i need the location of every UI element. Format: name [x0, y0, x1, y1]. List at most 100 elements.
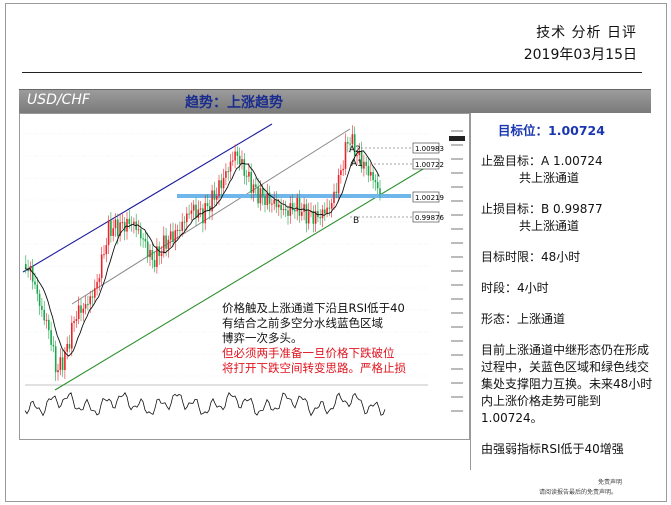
candle-body [66, 343, 68, 352]
candle-body [183, 221, 186, 223]
candle-body [68, 343, 71, 349]
axis-tick [451, 130, 463, 132]
candle-body [169, 231, 172, 240]
level-box-2 [412, 158, 440, 170]
candle-body [61, 357, 64, 370]
candle-body [330, 203, 333, 209]
candle-body [117, 219, 119, 236]
candle-body [87, 304, 89, 306]
candle-body [156, 246, 158, 267]
candle-body [271, 203, 273, 205]
axis-tick [451, 158, 463, 160]
candle-body [211, 190, 213, 212]
level-label-4: 0.99876 [415, 214, 444, 222]
candle-body [103, 254, 105, 256]
target-level: 目标位：1.00724 [498, 123, 605, 138]
wave-label-a1: A1 [351, 159, 363, 169]
candle-body [335, 191, 338, 194]
candle-body [195, 204, 197, 218]
candle-body [36, 284, 39, 294]
candle-body [186, 213, 188, 223]
candle-body [372, 171, 374, 181]
candle-body [204, 203, 206, 224]
candle-body [128, 218, 131, 225]
axis-tick [451, 200, 463, 202]
axis-tick [451, 242, 463, 244]
candle-body [176, 229, 179, 231]
axis-tick [451, 256, 463, 258]
candle-body [188, 213, 190, 215]
candle-body [294, 210, 296, 212]
wave-label-a2: A2 [349, 145, 361, 155]
pattern: 形态：上涨通道 [481, 312, 566, 326]
candle-body [112, 228, 114, 236]
chart-grid [25, 133, 428, 377]
candle-body [245, 175, 248, 177]
candle-body [50, 330, 52, 345]
price-chart: 1.00983 1.00722 1.00219 0.99876 A2 A1 B [19, 113, 470, 440]
axis-tick [451, 340, 463, 342]
candle-body [222, 177, 225, 189]
annotation-line-5: 将打开下跌空间转变思路。严格止损 [222, 361, 406, 375]
candle-body [215, 196, 218, 200]
candle-body [174, 230, 177, 243]
candle-body [296, 197, 298, 212]
candle-body [38, 293, 41, 306]
candle-body [351, 134, 354, 145]
candle-body [248, 171, 250, 177]
wave-label-b: B [353, 216, 359, 226]
candle-body [319, 217, 321, 219]
candle-body [328, 207, 331, 209]
candle-body [376, 182, 379, 189]
rsi-note: 由强弱指标RSI低于40增强 [481, 442, 624, 456]
candle-body [153, 260, 156, 267]
candle-body [363, 161, 365, 169]
candle-body [259, 188, 262, 204]
candle-body [314, 211, 317, 224]
candle-body [303, 204, 305, 212]
candle-body [52, 344, 55, 347]
channel-middle-line [71, 128, 351, 305]
candle-body [379, 188, 381, 195]
candle-body [94, 288, 96, 298]
chart-svg: 1.00983 1.00722 1.00219 0.99876 A2 A1 B [20, 114, 469, 439]
level-label-1: 1.00983 [415, 145, 444, 153]
candle-body [75, 319, 78, 322]
take-profit: 止盈目标：A 1.00724 [481, 154, 603, 168]
candle-body [349, 143, 351, 145]
channel-lower-line [54, 165, 429, 391]
candle-body [291, 203, 294, 211]
candle-body [163, 235, 165, 254]
candle-body [275, 199, 278, 208]
candle-body [280, 204, 282, 210]
candle-body [289, 203, 292, 216]
analysis-text: 目前上涨通道中继形态仍在形成过程中，关蓝色区域和绿色线交集处支撑阻力互换。未来4… [481, 343, 653, 425]
candle-body [110, 220, 112, 236]
candle-body [326, 207, 328, 214]
axis-tick [451, 228, 463, 230]
candle-body [89, 296, 91, 305]
price-axis-ticks [451, 130, 463, 412]
candle-body [243, 159, 246, 176]
candle-body [179, 229, 181, 231]
rsi-line [24, 392, 386, 417]
candle-body [360, 150, 363, 169]
candle-body [107, 220, 110, 246]
candles [25, 125, 381, 381]
axis-tick [451, 172, 463, 174]
annotation-line-3: 博弈一次多头。 [222, 331, 303, 345]
annotation-line-1: 价格触及上涨通道下沿且RSI低于40 [222, 301, 405, 315]
candle-body [31, 266, 34, 282]
candle-body [80, 305, 82, 313]
axis-tick [451, 214, 463, 216]
candle-body [181, 221, 183, 231]
annotation-line-2: 有结合之前多空分水线蓝色区域 [222, 316, 383, 330]
candle-body [268, 192, 271, 204]
axis-tick [451, 144, 463, 146]
channel-upper-line [22, 123, 273, 273]
candle-body [227, 171, 229, 173]
candle-body [218, 180, 220, 197]
candle-body [167, 239, 170, 249]
candle-body [146, 241, 149, 258]
disclaimer-title: 免责声明 [598, 479, 623, 486]
